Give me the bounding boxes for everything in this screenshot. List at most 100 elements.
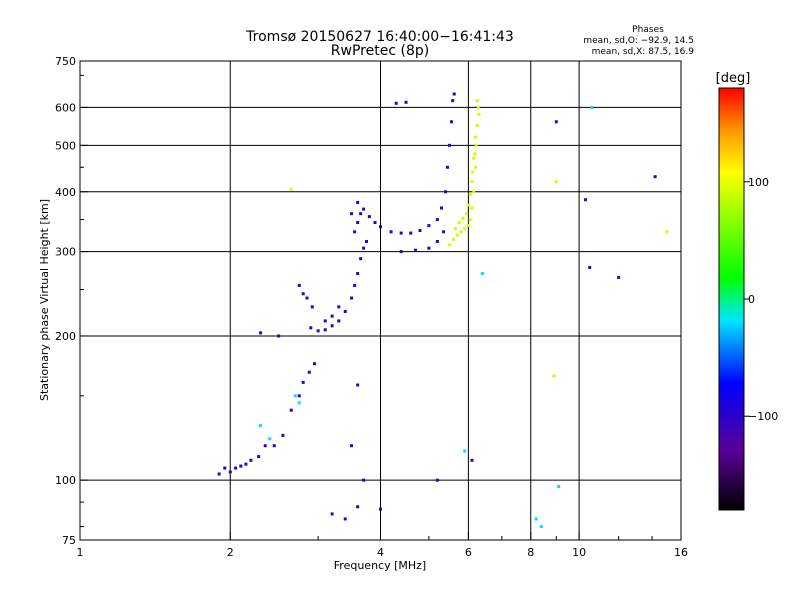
y-tick-label: 200 — [55, 330, 76, 343]
scatter-point — [316, 329, 320, 333]
scatter-point — [418, 229, 422, 233]
scatter-point — [307, 370, 311, 374]
scatter-point — [448, 243, 452, 247]
scatter-point — [404, 100, 408, 104]
scatter-point — [473, 135, 477, 139]
scatter-point — [297, 283, 301, 287]
scatter-point — [223, 466, 227, 470]
y-tick-label: 750 — [55, 55, 76, 68]
colorbar-ticks: 100 0 −100 — [744, 176, 778, 423]
x-tick-label: 1 — [77, 546, 84, 559]
scatter-point — [468, 192, 472, 196]
scatter-point — [217, 472, 221, 476]
scatter-point — [228, 470, 232, 474]
scatter-point — [534, 517, 538, 521]
scatter-point — [665, 230, 669, 234]
scatter-point — [451, 99, 455, 103]
scatter-point — [453, 227, 457, 231]
scatter-point — [373, 221, 377, 225]
scatter-point — [590, 105, 594, 109]
scatter-point — [413, 248, 417, 252]
x-axis-label: Frequency [MHz] — [334, 559, 426, 572]
colorbar — [718, 87, 745, 511]
y-tick-label: 100 — [55, 474, 76, 487]
scatter-point — [440, 206, 444, 210]
scatter-point — [452, 92, 456, 96]
scatter-point — [301, 380, 305, 384]
scatter-point — [259, 424, 263, 428]
scatter-point — [350, 212, 354, 216]
x-tick-label: 2 — [227, 546, 234, 559]
plot-frame — [79, 60, 682, 541]
chart-title: Tromsø 20150627 16:40:00−16:41:43 — [245, 29, 514, 45]
scatter-point — [465, 212, 469, 216]
scatter-point — [473, 165, 477, 169]
scatter-point — [480, 272, 484, 276]
scatter-point — [457, 221, 461, 225]
x-tick-label: 16 — [674, 546, 688, 559]
scatter-point — [343, 517, 347, 521]
scatter-point — [365, 239, 369, 243]
scatter-point — [362, 207, 366, 211]
scatter-point — [249, 458, 253, 462]
scatter-point — [463, 227, 467, 231]
scatter-point — [356, 383, 360, 387]
grid — [80, 61, 681, 540]
scatter-point — [356, 272, 360, 276]
scatter-point — [466, 203, 470, 207]
scatter-point — [297, 394, 301, 398]
scatter-point — [359, 257, 363, 261]
scatter-point — [330, 324, 334, 328]
scatter-point — [476, 105, 480, 109]
x-tick-label: 10 — [572, 546, 586, 559]
x-tick-label: 8 — [527, 546, 534, 559]
scatter-point — [293, 394, 297, 398]
scatter-point — [470, 180, 474, 184]
scatter-point — [451, 237, 455, 241]
scatter-point — [239, 464, 243, 468]
scatter-point — [356, 200, 360, 204]
scatter-point — [449, 120, 453, 124]
scatter-point — [409, 231, 413, 235]
scatter-point — [289, 187, 293, 191]
scatter-point — [323, 328, 327, 332]
scatter-point — [399, 250, 403, 254]
scatter-point — [448, 143, 452, 147]
scatter-point — [367, 215, 371, 219]
scatter-point — [362, 246, 366, 250]
scatter-point — [356, 505, 360, 509]
scatter-point — [350, 444, 354, 448]
scatter-point — [330, 314, 334, 318]
scatter-point — [442, 230, 446, 234]
scatter-point — [399, 231, 403, 235]
scatter-point — [435, 239, 439, 243]
scatter-point — [554, 120, 558, 124]
scatter-point — [301, 292, 305, 296]
y-tick-label: 400 — [55, 186, 76, 199]
scatter-point — [446, 165, 450, 169]
scatter-point — [427, 224, 431, 228]
scatter-point — [475, 124, 479, 128]
scatter-point — [471, 170, 475, 174]
scatter-point — [309, 326, 313, 330]
scatter-point — [459, 230, 463, 234]
scatter-point — [588, 265, 592, 269]
scatter-point — [617, 275, 621, 279]
y-tick-label: 300 — [55, 246, 76, 259]
x-tick-label: 6 — [465, 546, 472, 559]
scatter-point — [444, 190, 448, 194]
scatter-point — [257, 455, 261, 459]
scatter-point — [268, 437, 272, 441]
stats-o-mode: mean, sd,O: −92.9, 14.5 — [583, 36, 694, 46]
scatter-point — [297, 401, 301, 405]
scatter-points — [217, 92, 669, 529]
scatter-point — [427, 246, 431, 250]
scatter-point — [477, 112, 481, 116]
colorbar-tick-label: −100 — [748, 410, 778, 423]
scatter-point — [343, 309, 347, 313]
scatter-point — [312, 362, 316, 366]
scatter-point — [539, 525, 543, 529]
scatter-point — [356, 221, 360, 225]
scatter-point — [470, 458, 474, 462]
